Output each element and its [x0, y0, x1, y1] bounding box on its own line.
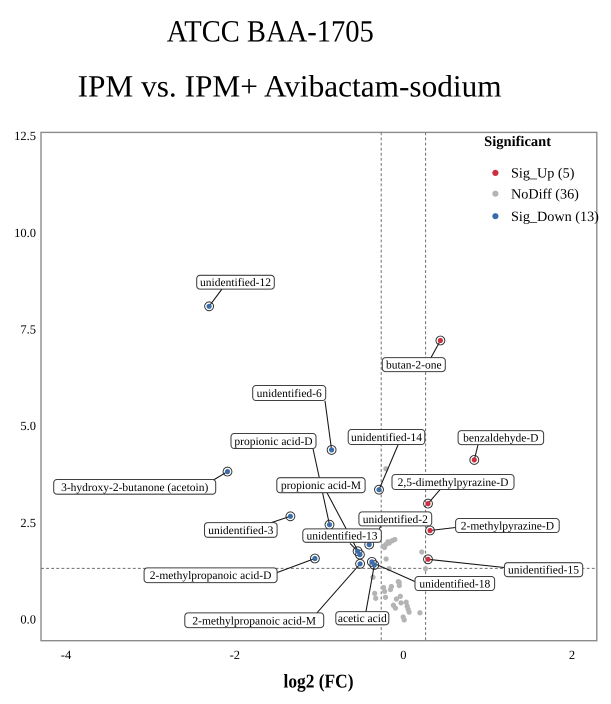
- svg-text:5.0: 5.0: [20, 419, 36, 433]
- svg-text:2-methylpyrazine-D: 2-methylpyrazine-D: [461, 521, 554, 533]
- svg-text:3-hydroxy-2-butanone (acetoin): 3-hydroxy-2-butanone (acetoin): [61, 482, 208, 494]
- svg-text:unidentified-14: unidentified-14: [351, 432, 422, 444]
- svg-text:log2 (FC): log2 (FC): [284, 672, 354, 693]
- svg-text:unidentified-12: unidentified-12: [200, 277, 271, 289]
- svg-text:unidentified-18: unidentified-18: [419, 579, 490, 591]
- svg-text:unidentified-15: unidentified-15: [508, 565, 579, 577]
- svg-text:-4: -4: [61, 648, 72, 662]
- svg-text:7.5: 7.5: [20, 323, 36, 337]
- svg-text:2-methylpropanoic acid-M: 2-methylpropanoic acid-M: [192, 615, 316, 627]
- svg-text:12.5: 12.5: [14, 129, 36, 143]
- svg-text:NoDiff (36): NoDiff (36): [511, 186, 579, 202]
- svg-text:0: 0: [400, 648, 406, 662]
- svg-text:2.5: 2.5: [20, 516, 36, 530]
- svg-text:unidentified-3: unidentified-3: [208, 525, 273, 537]
- svg-text:acetic acid: acetic acid: [338, 613, 387, 625]
- svg-text:benzaldehyde-D: benzaldehyde-D: [463, 433, 538, 445]
- svg-text:unidentified-13: unidentified-13: [307, 531, 378, 543]
- svg-text:unidentified-6: unidentified-6: [257, 388, 322, 400]
- svg-text:ATCC BAA-1705: ATCC BAA-1705: [167, 14, 374, 49]
- svg-text:propionic acid-M: propionic acid-M: [281, 480, 361, 492]
- svg-text:propionic acid-D: propionic acid-D: [234, 436, 312, 448]
- svg-text:Sig_Up (5): Sig_Up (5): [511, 165, 575, 181]
- svg-text:Sig_Down (13): Sig_Down (13): [511, 209, 599, 225]
- svg-text:butan-2-one: butan-2-one: [386, 360, 442, 372]
- svg-text:10.0: 10.0: [14, 226, 36, 240]
- svg-text:unidentified-2: unidentified-2: [363, 514, 428, 526]
- svg-text:IPM vs. IPM+ Avibactam-sodium: IPM vs. IPM+ Avibactam-sodium: [78, 69, 502, 104]
- svg-text:-2: -2: [230, 648, 240, 662]
- svg-text:2,5-dimethylpyrazine-D: 2,5-dimethylpyrazine-D: [398, 477, 509, 489]
- svg-text:2-methylpropanoic acid-D: 2-methylpropanoic acid-D: [150, 570, 272, 582]
- svg-text:0.0: 0.0: [20, 612, 36, 626]
- svg-text:2: 2: [569, 648, 575, 662]
- svg-text:Significant: Significant: [484, 134, 551, 150]
